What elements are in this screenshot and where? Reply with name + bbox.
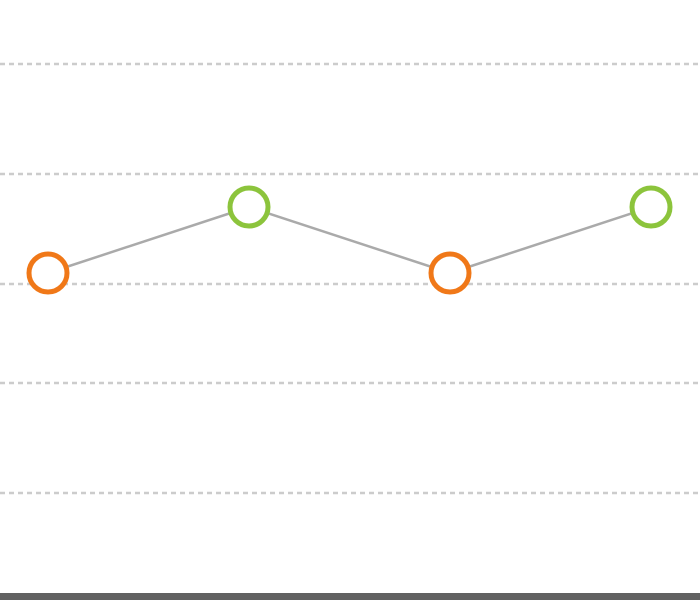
x-axis-baseline <box>0 593 700 600</box>
data-point-2 <box>227 185 271 229</box>
data-points-layer <box>26 185 673 295</box>
data-point-1 <box>26 251 70 295</box>
grid-layer <box>0 62 700 495</box>
series-line <box>47 205 652 275</box>
data-point-3 <box>428 251 472 295</box>
series-line-layer <box>47 205 652 275</box>
data-point-4 <box>629 185 673 229</box>
